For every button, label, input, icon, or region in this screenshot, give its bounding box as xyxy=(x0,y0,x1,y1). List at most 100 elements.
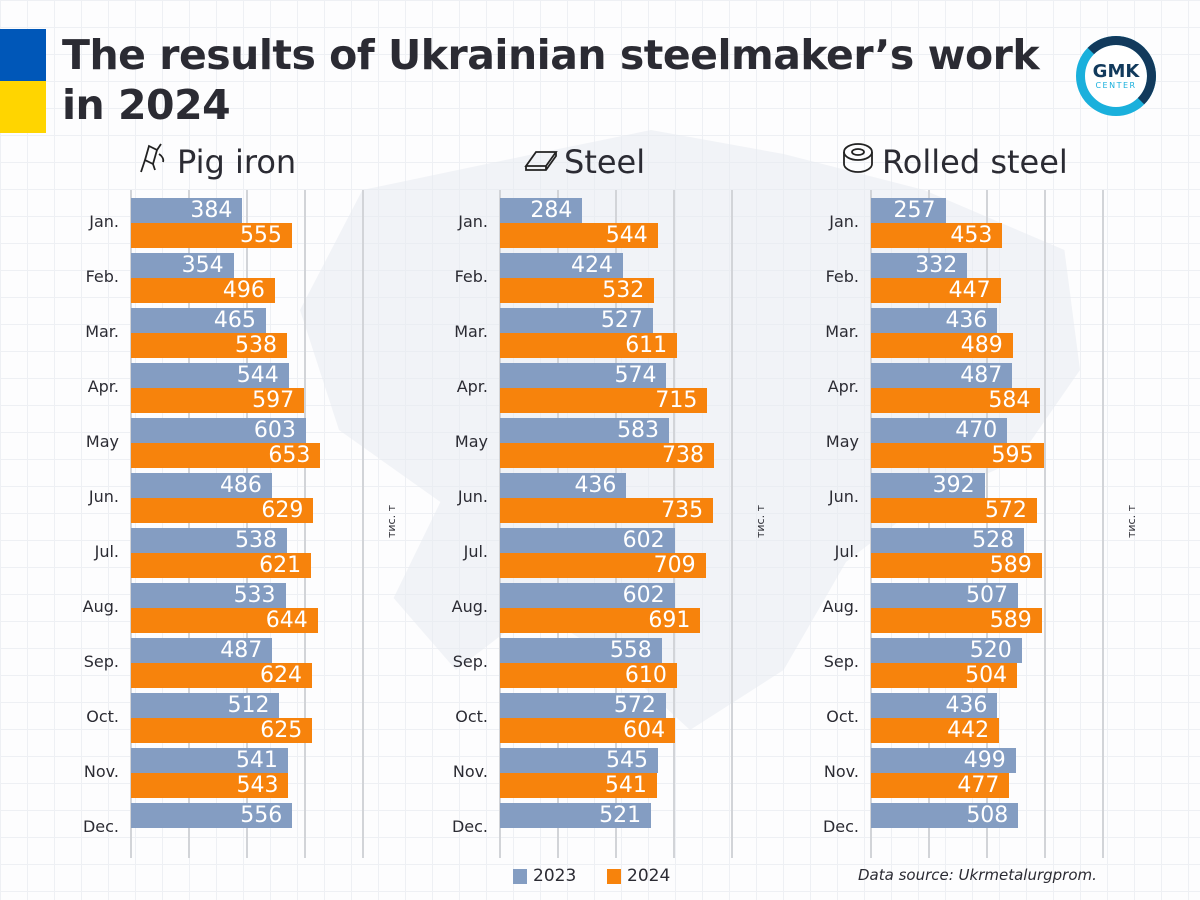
bar-2023-jun: 392 xyxy=(871,473,985,498)
data-label: 424 xyxy=(570,253,613,278)
bar-2023-jan: 384 xyxy=(131,198,243,223)
bar-2024-nov: 543 xyxy=(131,773,289,798)
legend-label-2023: 2023 xyxy=(533,866,577,886)
data-label: 691 xyxy=(648,608,691,633)
bar-2023-apr: 544 xyxy=(131,363,289,388)
data-label: 611 xyxy=(625,333,668,358)
legend-item-2023: 2023 xyxy=(513,866,576,886)
data-label: 555 xyxy=(239,223,282,248)
data-label: 520 xyxy=(969,638,1012,663)
chart-title-text: Rolled steel xyxy=(882,143,1068,181)
gridline xyxy=(557,190,559,858)
bar-2024-may: 595 xyxy=(871,443,1044,468)
data-label: 584 xyxy=(988,388,1031,413)
bar-2023-jul: 528 xyxy=(871,528,1025,553)
data-label: 532 xyxy=(602,278,645,303)
bar-2024-mar: 489 xyxy=(871,333,1013,358)
gridline xyxy=(986,190,988,858)
data-label: 499 xyxy=(963,748,1006,773)
flag-blue-stripe xyxy=(0,29,46,81)
category-label: Jan. xyxy=(829,212,859,231)
category-label: Jan. xyxy=(458,212,488,231)
data-label: 507 xyxy=(966,583,1009,608)
data-label: 572 xyxy=(613,693,656,718)
chart-title-text: Steel xyxy=(564,143,646,181)
data-label: 487 xyxy=(220,638,263,663)
bar-2023-may: 603 xyxy=(131,418,306,443)
bar-2024-oct: 604 xyxy=(500,718,676,743)
bar-2023-jul: 538 xyxy=(131,528,288,553)
page-title: The results of Ukrainian steelmaker’s wo… xyxy=(62,30,1040,130)
data-label: 521 xyxy=(599,803,642,828)
bar-2023-aug: 602 xyxy=(500,583,675,608)
bar-2024-nov: 477 xyxy=(871,773,1010,798)
data-label: 597 xyxy=(252,388,295,413)
data-label: 603 xyxy=(253,418,296,443)
category-label: Jun. xyxy=(828,487,859,506)
data-label: 629 xyxy=(261,498,304,523)
gridline xyxy=(731,190,733,858)
legend-swatch-2024 xyxy=(607,868,621,884)
category-label: Jan. xyxy=(89,212,119,231)
category-label: May xyxy=(85,432,119,451)
bar-2024-mar: 611 xyxy=(500,333,678,358)
bar-2023-apr: 574 xyxy=(500,363,667,388)
gridline xyxy=(673,190,675,858)
data-label: 504 xyxy=(965,663,1008,688)
bar-2023-mar: 436 xyxy=(871,308,998,333)
data-label: 556 xyxy=(240,803,283,828)
bar-2024-sep: 610 xyxy=(500,663,677,688)
coil-icon xyxy=(840,140,876,184)
bar-2024-may: 653 xyxy=(131,443,321,468)
bar-2023-nov: 541 xyxy=(131,748,288,773)
bar-2024-apr: 715 xyxy=(500,388,708,413)
gridline xyxy=(188,190,190,858)
bar-2023-feb: 354 xyxy=(131,253,234,278)
data-label: 589 xyxy=(989,553,1032,578)
bar-2024-feb: 447 xyxy=(871,278,1001,303)
data-label: 621 xyxy=(259,553,302,578)
category-label: Aug. xyxy=(822,597,859,616)
data-label: 538 xyxy=(235,333,278,358)
chart-steel: Jan. 284 544 Feb. 424 532 Mar. 527 611 Apr. 574 715… xyxy=(452,190,830,858)
bar-2024-aug: 691 xyxy=(500,608,701,633)
category-label: Apr. xyxy=(456,377,488,396)
category-label: Apr. xyxy=(827,377,859,396)
category-label: Aug. xyxy=(451,597,488,616)
bar-2023-dec: 508 xyxy=(871,803,1019,828)
legend-label-2024: 2024 xyxy=(627,866,671,886)
data-label: 512 xyxy=(227,693,270,718)
gridline xyxy=(1102,190,1104,858)
data-label: 332 xyxy=(915,253,958,278)
bar-2024-jun: 572 xyxy=(871,498,1037,523)
bar-2023-sep: 520 xyxy=(871,638,1022,663)
data-label: 624 xyxy=(259,663,302,688)
bar-2024-oct: 625 xyxy=(131,718,313,743)
chart-title-text: Pig iron xyxy=(177,143,297,181)
data-label: 583 xyxy=(617,418,660,443)
category-label: Sep. xyxy=(823,652,859,671)
category-label: Mar. xyxy=(85,322,119,341)
data-label: 477 xyxy=(957,773,1000,798)
legend-swatch-2023 xyxy=(513,868,527,884)
data-label: 625 xyxy=(260,718,303,743)
bar-2023-dec: 521 xyxy=(500,803,652,828)
bar-2023-jan: 284 xyxy=(500,198,583,223)
category-label: Nov. xyxy=(83,762,119,781)
data-label: 487 xyxy=(960,363,1003,388)
logo-arc xyxy=(1076,36,1156,116)
data-label: 284 xyxy=(530,198,573,223)
bar-2023-feb: 332 xyxy=(871,253,968,278)
bar-2023-apr: 487 xyxy=(871,363,1013,388)
steel-slab-icon xyxy=(522,140,558,184)
bar-2023-mar: 465 xyxy=(131,308,266,333)
data-label: 538 xyxy=(235,528,278,553)
data-label: 489 xyxy=(960,333,1003,358)
category-label: Jul. xyxy=(834,542,859,561)
data-label: 604 xyxy=(623,718,666,743)
category-label: May xyxy=(454,432,488,451)
bar-2024-aug: 644 xyxy=(131,608,318,633)
category-label: Jun. xyxy=(457,487,488,506)
category-label: Oct. xyxy=(826,707,859,726)
bar-2024-jan: 544 xyxy=(500,223,658,248)
